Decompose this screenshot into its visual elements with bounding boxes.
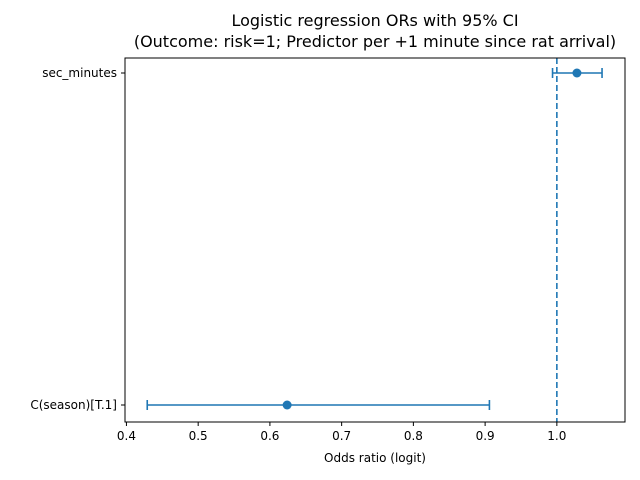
x-tick-label: 0.9 (476, 429, 495, 443)
x-tick-label: 0.5 (189, 429, 208, 443)
chart-title-line1: Logistic regression ORs with 95% CI (231, 11, 518, 30)
x-tick-label: 0.4 (117, 429, 136, 443)
x-tick-label: 0.8 (404, 429, 423, 443)
or-point (572, 68, 582, 78)
x-tick-label: 1.0 (547, 429, 566, 443)
y-tick-label: sec_minutes (42, 66, 117, 80)
chart-title-line2: (Outcome: risk=1; Predictor per +1 minut… (134, 32, 616, 51)
plot-area: 0.4 0.5 0.6 0.7 0.8 0.9 1.0 sec_minutes C(season… (30, 58, 603, 443)
x-tick-label: 0.6 (260, 429, 279, 443)
x-tick-label: 0.7 (332, 429, 351, 443)
x-axis-label: Odds ratio (logit) (324, 451, 426, 465)
plot-frame (124, 57, 626, 423)
or-point (282, 400, 292, 410)
y-tick-label: C(season)[T.1] (30, 398, 117, 412)
